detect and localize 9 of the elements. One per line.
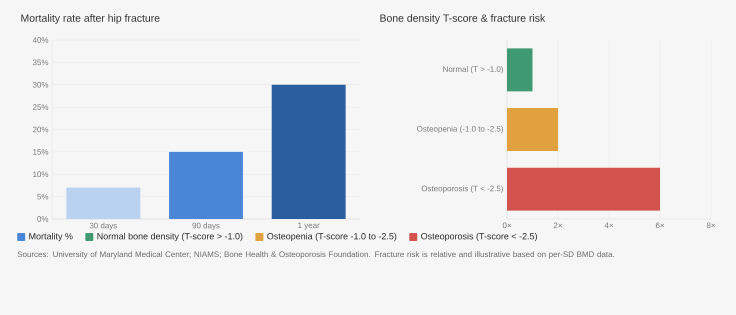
bar — [66, 188, 140, 219]
legend-label: Mortality % — [29, 232, 73, 242]
chart-title: Mortality rate after hip fracture — [21, 14, 160, 24]
legend-label: Osteopenia (T-score -1.0 to -2.5) — [267, 232, 396, 242]
bar — [272, 84, 346, 219]
legend-label: Osteoporosis (T-score < -2.5) — [421, 232, 537, 242]
legend-label: Normal bone density (T-score > -1.0) — [97, 232, 242, 242]
bar — [169, 152, 243, 219]
chart-title: Bone density T-score & fracture risk — [380, 14, 546, 24]
